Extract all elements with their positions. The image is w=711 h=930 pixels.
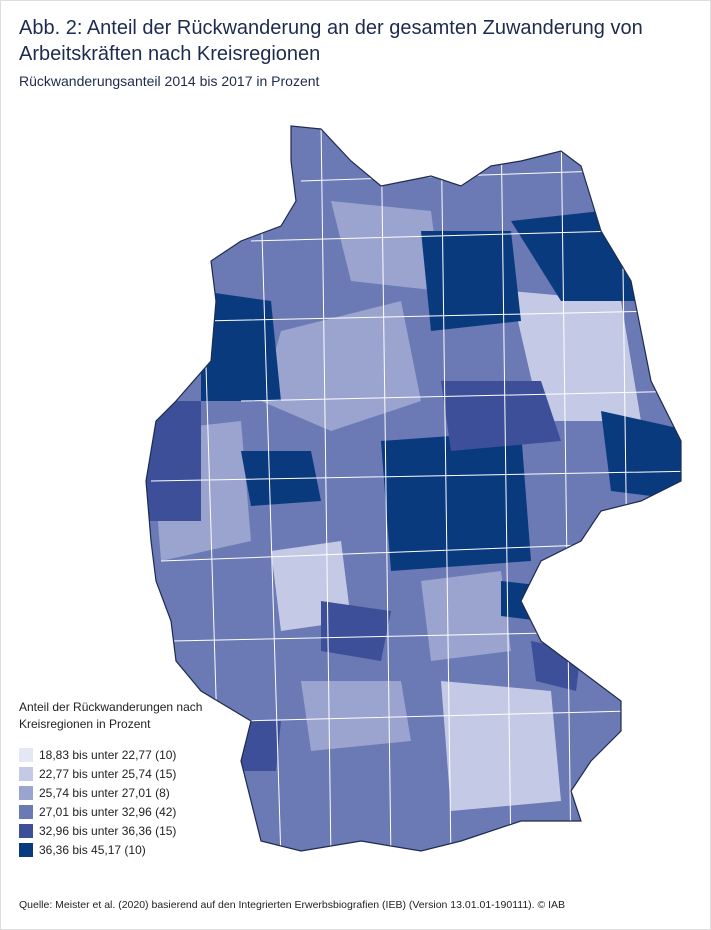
- legend-item: 36,36 bis 45,17 (10): [19, 840, 219, 859]
- legend-item: 25,74 bis unter 27,01 (8): [19, 783, 219, 802]
- subtitle: Rückwanderungsanteil 2014 bis 2017 in Pr…: [19, 73, 320, 89]
- region: [441, 381, 561, 451]
- region: [441, 681, 561, 811]
- source: Quelle: Meister et al. (2020) basierend …: [19, 899, 566, 911]
- legend-title: Anteil der Rückwanderungen nach Kreisreg…: [19, 700, 203, 731]
- region: [601, 411, 681, 501]
- legend-swatch: [19, 842, 33, 857]
- region: [421, 231, 521, 331]
- region: [241, 721, 281, 771]
- region: [321, 601, 391, 661]
- legend-label: 22,77 bis unter 25,74 (15): [39, 766, 177, 781]
- district-borders: [150, 126, 681, 851]
- legend-item: 22,77 bis unter 25,74 (15): [19, 764, 219, 783]
- legend-label: 27,01 bis unter 32,96 (42): [39, 804, 177, 819]
- legend-item: 18,83 bis unter 22,77 (10): [19, 745, 219, 764]
- region: [421, 571, 511, 661]
- region: [331, 201, 441, 291]
- title: Abb. 2: Anteil der Rückwanderung an der …: [19, 17, 643, 65]
- region: [381, 431, 531, 571]
- legend-item: 32,96 bis unter 36,36 (15): [19, 821, 219, 840]
- legend-swatch: [19, 823, 33, 838]
- legend-label: 18,83 bis unter 22,77 (10): [39, 747, 177, 762]
- legend-swatch: [19, 766, 33, 781]
- region: [301, 681, 411, 751]
- legend-swatch: [19, 785, 33, 800]
- legend: Anteil der Rückwanderungen nach Kreisreg…: [19, 699, 219, 859]
- legend-label: 36,36 bis 45,17 (10): [39, 842, 146, 857]
- region: [201, 291, 281, 401]
- legend-swatch: [19, 804, 33, 819]
- legend-swatch: [19, 747, 33, 762]
- legend-items: 18,83 bis unter 22,77 (10) 22,77 bis unte…: [19, 745, 219, 859]
- legend-label: 32,96 bis unter 36,36 (15): [39, 823, 177, 838]
- region: [146, 401, 201, 521]
- region: [261, 301, 421, 431]
- legend-label: 25,74 bis unter 27,01 (8): [39, 785, 170, 800]
- map: [145, 125, 682, 852]
- legend-item: 27,01 bis unter 32,96 (42): [19, 802, 219, 821]
